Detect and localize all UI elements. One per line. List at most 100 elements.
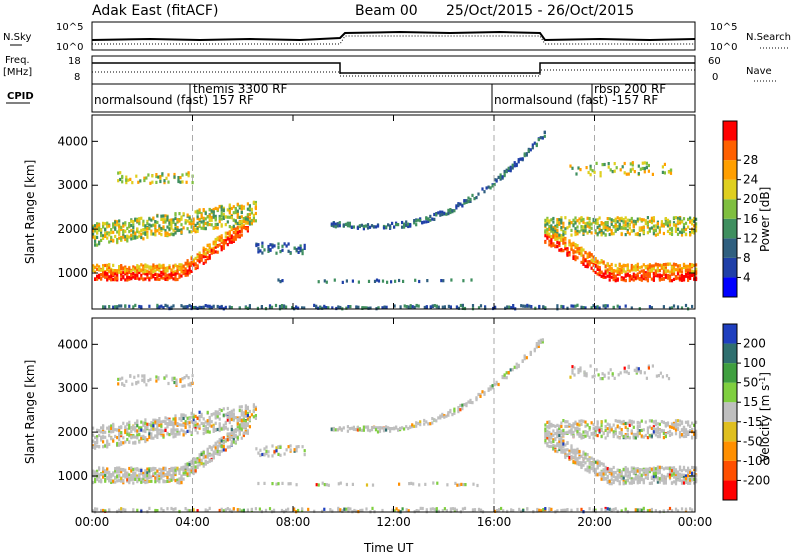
data-cell bbox=[560, 216, 563, 220]
data-cell bbox=[224, 223, 227, 227]
data-cell bbox=[578, 217, 581, 221]
data-cell bbox=[648, 467, 651, 472]
data-cell bbox=[168, 478, 171, 482]
data-cell bbox=[558, 222, 561, 226]
data-cell bbox=[148, 304, 151, 308]
data-cell bbox=[687, 471, 690, 475]
data-cell bbox=[666, 431, 670, 435]
data-cell bbox=[596, 259, 599, 263]
data-cell bbox=[592, 269, 595, 273]
data-cell bbox=[116, 479, 119, 483]
data-cell bbox=[214, 446, 217, 450]
data-cell bbox=[513, 164, 516, 168]
data-cell bbox=[620, 225, 623, 230]
data-cell bbox=[188, 271, 191, 275]
data-cell bbox=[94, 444, 97, 448]
data-cell bbox=[244, 305, 247, 309]
data-cell bbox=[246, 202, 249, 206]
data-cell bbox=[650, 226, 653, 230]
data-cell bbox=[602, 475, 605, 479]
data-cell bbox=[200, 421, 203, 425]
data-cell bbox=[176, 219, 179, 223]
data-cell bbox=[162, 435, 165, 439]
data-cell bbox=[407, 222, 410, 226]
data-cell bbox=[423, 422, 426, 426]
data-cell bbox=[281, 248, 284, 252]
data-cell bbox=[554, 224, 557, 228]
data-cell bbox=[636, 272, 639, 276]
data-cell bbox=[178, 263, 181, 267]
data-cell bbox=[624, 469, 627, 473]
data-cell bbox=[149, 181, 152, 185]
data-cell bbox=[588, 225, 591, 229]
data-cell bbox=[124, 278, 127, 282]
data-cell bbox=[467, 400, 470, 404]
data-cell bbox=[580, 216, 583, 220]
data-cell bbox=[664, 432, 667, 436]
data-cell bbox=[218, 412, 221, 416]
data-cell bbox=[252, 216, 255, 220]
data-cell bbox=[307, 507, 310, 511]
data-cell bbox=[150, 218, 153, 222]
data-cell bbox=[425, 216, 428, 220]
data-cell bbox=[624, 474, 627, 478]
data-cell bbox=[674, 423, 678, 427]
data-cell bbox=[558, 241, 561, 245]
data-cell bbox=[479, 393, 482, 397]
data-cell bbox=[269, 248, 272, 252]
data-cell bbox=[648, 268, 651, 273]
data-cell bbox=[202, 456, 205, 460]
data-cell bbox=[674, 421, 678, 425]
data-cell bbox=[173, 376, 176, 380]
data-cell bbox=[134, 266, 137, 270]
data-cell bbox=[146, 275, 149, 279]
data-cell bbox=[303, 243, 306, 247]
data-cell bbox=[628, 481, 631, 485]
data-cell bbox=[143, 380, 146, 384]
data-cell bbox=[580, 225, 583, 229]
data-cell bbox=[560, 237, 563, 241]
data-cell bbox=[585, 166, 588, 170]
data-cell bbox=[254, 407, 257, 411]
data-cell bbox=[236, 202, 239, 206]
data-cell bbox=[640, 478, 643, 482]
data-cell bbox=[626, 224, 629, 228]
data-cell bbox=[552, 234, 555, 238]
data-cell bbox=[122, 271, 125, 275]
data-cell bbox=[429, 218, 432, 222]
data-cell bbox=[600, 274, 603, 278]
data-cell bbox=[517, 160, 520, 164]
data-cell bbox=[248, 216, 251, 220]
data-cell bbox=[558, 447, 561, 452]
data-cell bbox=[143, 377, 146, 381]
data-cell bbox=[431, 304, 434, 308]
data-cell bbox=[218, 450, 221, 454]
data-cell bbox=[110, 239, 113, 243]
data-cell bbox=[544, 229, 547, 233]
data-cell bbox=[628, 269, 631, 273]
data-cell bbox=[544, 430, 547, 434]
data-cell bbox=[570, 245, 573, 249]
data-cell bbox=[576, 303, 579, 307]
data-cell bbox=[182, 477, 185, 481]
data-cell bbox=[155, 375, 158, 379]
data-cell bbox=[168, 223, 171, 227]
data-cell bbox=[606, 228, 609, 232]
data-cell bbox=[138, 234, 141, 238]
data-cell bbox=[174, 470, 177, 474]
data-cell bbox=[144, 270, 147, 274]
data-cell bbox=[132, 467, 135, 471]
data-cell bbox=[600, 472, 603, 476]
data-cell bbox=[493, 182, 496, 187]
data-cell bbox=[415, 421, 418, 425]
data-cell bbox=[220, 436, 223, 440]
data-cell bbox=[146, 232, 149, 236]
data-cell bbox=[164, 218, 167, 222]
data-cell bbox=[576, 450, 579, 454]
data-cell bbox=[642, 231, 645, 235]
data-cell bbox=[154, 467, 157, 471]
data-cell bbox=[212, 210, 215, 214]
data-cell bbox=[267, 244, 270, 249]
data-cell bbox=[648, 481, 651, 485]
data-cell bbox=[584, 430, 587, 434]
